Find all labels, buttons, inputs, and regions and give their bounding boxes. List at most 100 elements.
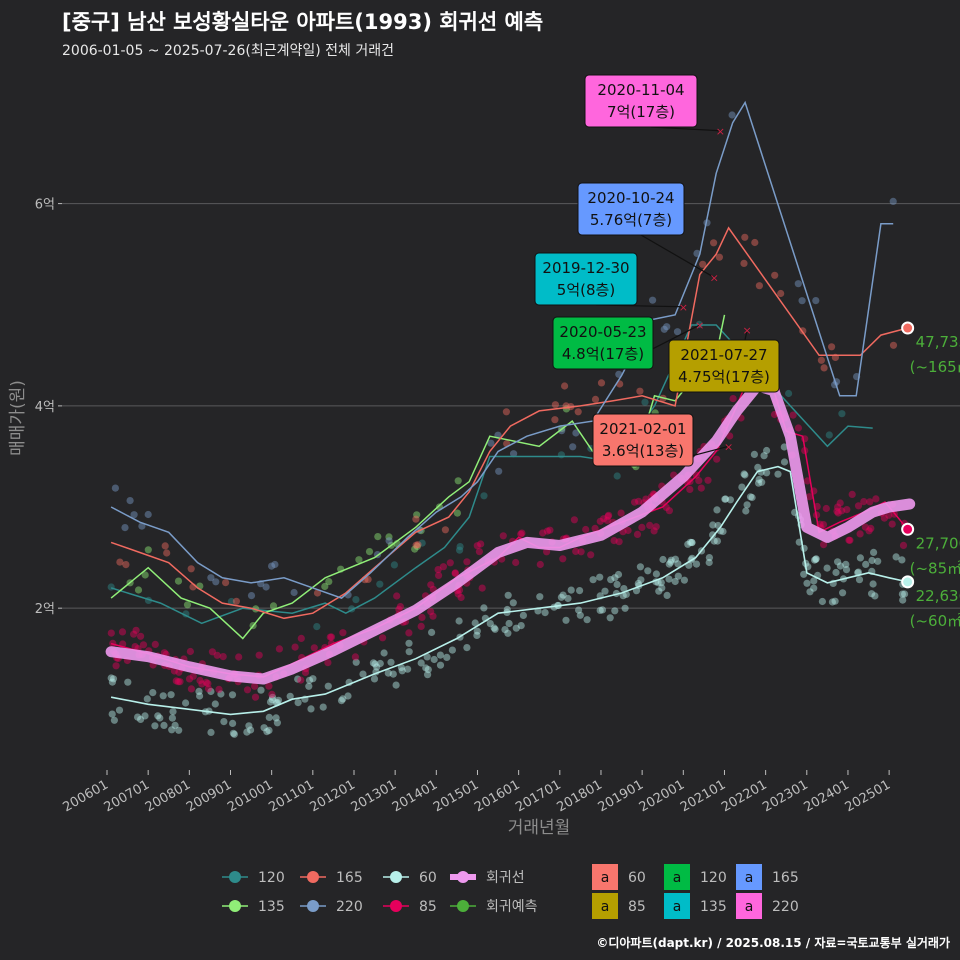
series-line-85 [110,358,909,678]
x-tick-label: 200601 [61,777,111,815]
transaction-dot [505,619,513,628]
transaction-dot [172,677,180,685]
x-tick-label: 202101 [678,777,728,815]
transaction-dot [868,590,876,598]
transaction-dot [833,507,841,515]
transaction-dot [269,693,277,701]
transaction-dot [352,658,360,666]
transaction-dot [326,633,334,641]
transaction-dot [376,659,384,668]
transaction-dot [473,631,481,640]
transaction-dot [305,676,314,684]
transaction-dot [655,587,663,595]
transaction-dot [473,542,481,550]
transaction-dot [204,685,213,693]
transaction-dot [141,571,149,579]
transaction-dot [390,561,398,569]
transaction-dot [812,555,820,563]
transaction-dot [385,537,393,545]
transaction-dot [740,259,748,267]
transaction-dot [196,676,204,685]
transaction-dot [634,579,642,588]
transaction-dot [713,455,721,463]
transaction-dot [144,546,152,554]
transaction-dot [174,678,182,686]
transaction-dot [862,560,870,569]
transaction-dot [325,578,333,586]
transaction-dot [610,537,618,545]
transaction-dot [657,579,665,587]
transaction-dot [187,685,195,693]
transaction-dot [319,703,327,711]
callout-label: × 2020-11-04 7억(17층) [584,74,725,138]
legend-item: 165 [300,870,363,886]
transaction-dot [411,545,419,553]
transaction-dot [615,538,623,546]
transaction-dot [297,634,305,643]
transaction-dot [636,563,645,571]
end-value-label: 27,700 [916,534,960,552]
legend-item: 60 [383,870,437,886]
chart-subtitle: 2006-01-05 ~ 2025-07-26(최근계약일) 전체 거래건 [62,43,394,59]
transaction-dot [108,710,116,718]
transaction-dot [365,548,374,556]
transaction-dot [721,495,729,503]
transaction-dot [215,685,223,694]
transaction-dot [754,463,762,471]
transaction-dot [251,693,260,701]
transaction-dot [582,525,590,534]
transaction-dot [843,506,851,514]
series-line-120 [110,324,873,625]
transaction-dot [393,592,401,600]
transaction-dot [899,596,907,604]
transaction-dot [899,541,908,550]
transaction-dot [591,395,600,403]
transaction-dot [202,678,210,687]
transaction-dot [417,659,425,667]
transaction-dot [614,570,623,579]
transaction-dot [149,689,157,697]
transaction-dot [268,690,276,699]
transaction-dot [168,726,176,734]
transaction-dot [183,601,192,609]
legend-box-glyph: a [601,870,610,886]
transaction-dot [674,560,682,568]
transaction-dot [232,597,240,605]
transaction-dot [405,648,413,656]
max-marker: × [710,271,719,284]
transaction-dot [305,682,313,690]
transaction-dot [161,542,169,550]
transaction-dot [168,714,176,722]
transaction-dot [374,533,382,541]
transaction-dot [860,498,868,506]
transaction-dot [709,521,717,529]
transaction-dot [151,722,159,730]
transaction-dot [339,695,347,703]
transaction-dot [641,398,649,406]
transaction-dot [869,580,877,588]
transaction-dot [671,577,679,586]
transaction-dot [418,613,426,622]
transaction-dot [247,726,255,734]
transaction-dot [596,517,604,525]
transaction-dot [673,328,682,336]
legend-box-item: a 60 [592,864,646,890]
regression-line [105,380,916,685]
transaction-dot [680,576,689,584]
transaction-dot [838,410,846,418]
transaction-dot [825,431,833,439]
transaction-dot [207,574,215,582]
legend-label: 85 [419,899,437,915]
transaction-dot [777,289,785,298]
transaction-dot [139,641,148,649]
transaction-dot [880,514,889,522]
end-area-label: (~60㎡) [910,612,960,630]
end-point-marker [901,575,915,589]
transaction-dot [621,604,629,612]
transaction-dot [126,497,134,505]
transaction-dot [404,665,412,673]
transaction-dot [705,554,714,562]
transaction-dot [491,625,499,633]
transaction-dot [806,588,814,596]
transaction-dot [274,696,283,704]
